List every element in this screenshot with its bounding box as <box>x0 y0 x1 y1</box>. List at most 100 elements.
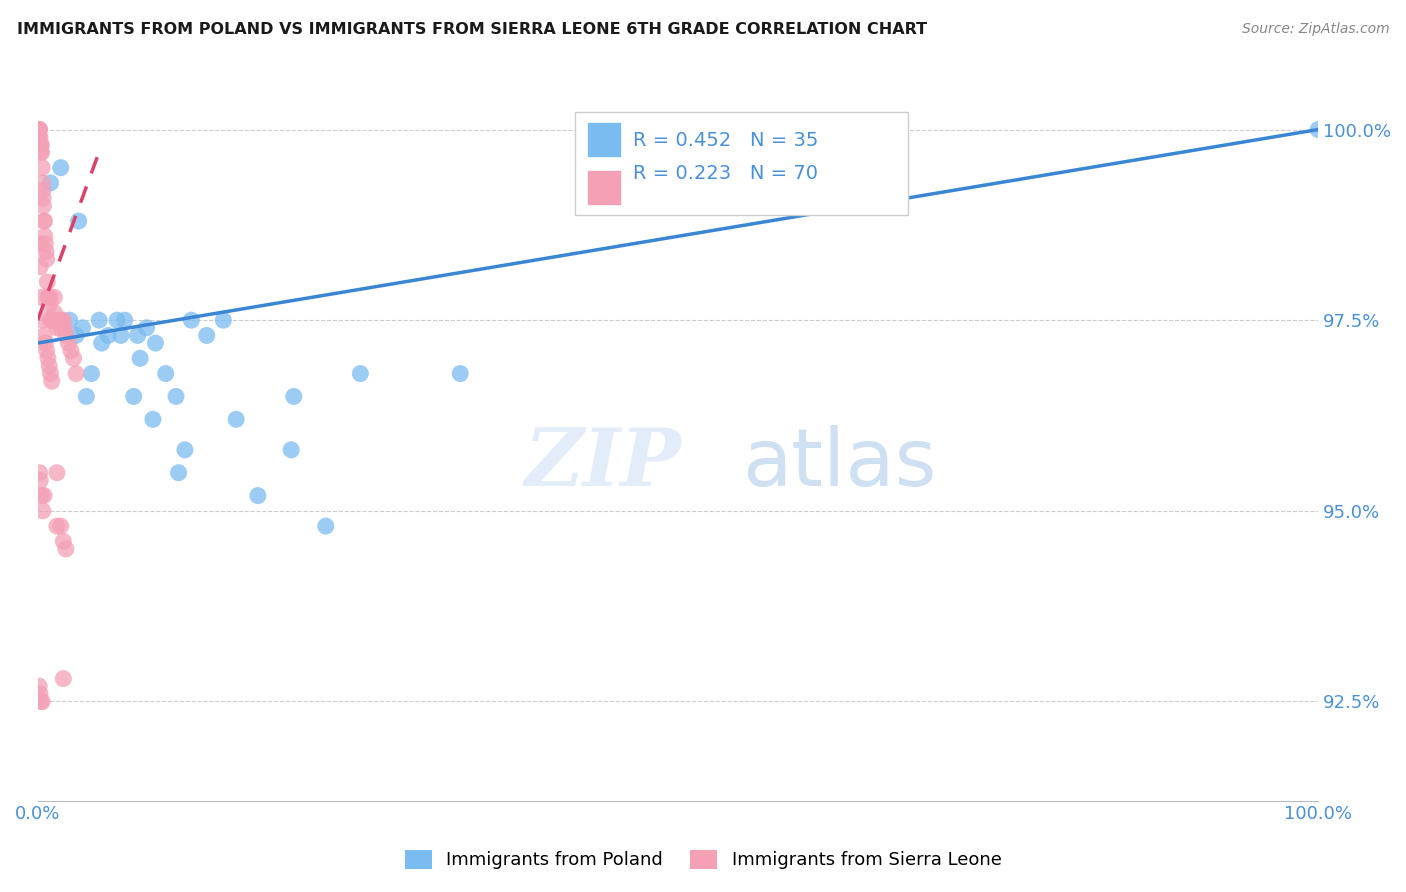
Point <box>55 541 77 556</box>
Text: R = 0.452   N = 35: R = 0.452 N = 35 <box>633 131 818 150</box>
Point <box>246 489 269 503</box>
Point <box>195 328 218 343</box>
Point <box>35 244 58 259</box>
Point <box>44 305 66 319</box>
Point <box>28 122 51 136</box>
Point <box>28 122 51 136</box>
Point <box>53 320 76 334</box>
Point <box>38 298 60 312</box>
Point <box>122 389 145 403</box>
Point <box>31 504 53 518</box>
Point <box>180 313 202 327</box>
Point <box>45 519 67 533</box>
Point <box>72 320 94 334</box>
Point <box>225 412 247 426</box>
Point <box>49 320 72 334</box>
Point <box>30 260 52 274</box>
Point <box>34 336 56 351</box>
Bar <box>588 171 620 204</box>
Point <box>129 351 152 366</box>
Point <box>105 313 128 327</box>
Point <box>31 313 53 327</box>
Point <box>28 466 51 480</box>
Point <box>90 336 112 351</box>
Point <box>89 313 111 327</box>
Point <box>30 473 52 487</box>
Point <box>41 374 63 388</box>
Point <box>34 214 56 228</box>
Point <box>34 236 56 251</box>
Point <box>58 336 80 351</box>
Point <box>155 367 177 381</box>
Text: R = 0.223   N = 70: R = 0.223 N = 70 <box>633 164 818 183</box>
Point <box>35 343 58 358</box>
Point <box>28 130 51 145</box>
Point <box>174 442 197 457</box>
Point <box>65 367 87 381</box>
Point <box>135 320 157 334</box>
Point <box>28 122 51 136</box>
Point <box>165 389 187 403</box>
Point <box>31 184 53 198</box>
Point <box>52 313 75 327</box>
Point <box>37 275 59 289</box>
Point <box>52 534 75 549</box>
Point <box>30 137 52 152</box>
Text: ZIP: ZIP <box>524 425 681 502</box>
Point <box>39 176 62 190</box>
Point <box>52 672 75 686</box>
Point <box>39 367 62 381</box>
Text: Source: ZipAtlas.com: Source: ZipAtlas.com <box>1241 22 1389 37</box>
Point <box>32 214 55 228</box>
Point <box>283 389 305 403</box>
Point <box>46 313 69 327</box>
Point <box>28 679 51 693</box>
Point <box>32 328 55 343</box>
Point <box>65 328 87 343</box>
Point <box>349 367 371 381</box>
Point <box>67 214 90 228</box>
Point <box>38 290 60 304</box>
Point <box>28 130 51 145</box>
Point <box>45 313 67 327</box>
Point <box>30 145 52 160</box>
Point <box>37 290 59 304</box>
Point <box>49 161 72 175</box>
Point <box>127 328 149 343</box>
Point <box>34 229 56 244</box>
Point <box>39 313 62 327</box>
Point <box>110 328 132 343</box>
Point <box>42 313 65 327</box>
Point <box>59 343 82 358</box>
Point <box>48 313 70 327</box>
Point <box>167 466 190 480</box>
Point <box>280 442 302 457</box>
Point <box>32 199 55 213</box>
Point <box>38 359 60 373</box>
Point <box>30 137 52 152</box>
Point <box>28 687 51 701</box>
Point <box>28 236 51 251</box>
Point <box>75 389 97 403</box>
Point <box>38 290 60 304</box>
Point <box>212 313 235 327</box>
Point <box>31 145 53 160</box>
Point <box>449 367 471 381</box>
Point <box>142 412 165 426</box>
FancyBboxPatch shape <box>575 112 908 215</box>
Bar <box>588 123 620 156</box>
Point <box>1308 122 1330 136</box>
Point <box>30 694 52 708</box>
Point <box>31 290 53 304</box>
Point <box>80 367 103 381</box>
Point <box>45 466 67 480</box>
Point <box>49 519 72 533</box>
Point <box>41 313 63 327</box>
Point <box>32 191 55 205</box>
Point <box>37 351 59 366</box>
Point <box>32 489 55 503</box>
Point <box>62 351 84 366</box>
Point <box>145 336 167 351</box>
Point <box>31 176 53 190</box>
Point <box>44 290 66 304</box>
